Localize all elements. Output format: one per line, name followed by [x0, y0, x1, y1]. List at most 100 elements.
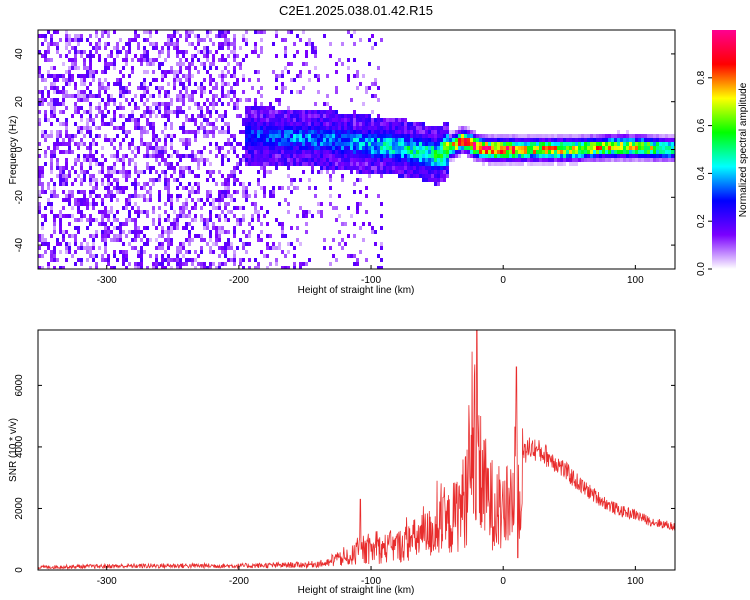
heatmap-cell-787: [122, 222, 125, 226]
heatmap-cell-2102: [272, 134, 275, 138]
heatmap-cell-2645: [347, 122, 350, 126]
heatmap-cell-2318: [299, 134, 302, 138]
heatmap-cell-1722: [227, 42, 230, 46]
heatmap-cell-2649: [347, 138, 350, 142]
heatmap-cell-2540: [329, 262, 332, 266]
heatmap-cell-574: [101, 30, 104, 34]
heatmap-cell-1374: [188, 62, 191, 66]
heatmap-cell-1952: [254, 142, 257, 146]
heatmap-cell-1541: [206, 170, 209, 174]
heatmap-cell-1124: [161, 230, 164, 234]
heatmap-cell-2916: [386, 146, 389, 150]
heatmap-cell-1830: [239, 162, 242, 166]
heatmap-cell-2070: [266, 266, 269, 269]
heatmap-cell-2772: [365, 118, 368, 122]
heatmap-cell-494: [89, 218, 92, 222]
heatmap-cell-291: [68, 202, 71, 206]
heatmap-cell-2788: [365, 210, 368, 214]
heatmap-cell-372: [77, 226, 80, 230]
heatmap-cell-1483: [200, 106, 203, 110]
heatmap-cell-3226: [455, 130, 458, 134]
heatmap-cell-1213: [170, 146, 173, 150]
heatmap-cell-1183: [167, 178, 170, 182]
heatmap-cell-176: [56, 146, 59, 150]
heatmap-cell-185: [56, 258, 59, 262]
heatmap-cell-2889: [380, 214, 383, 218]
heatmap-cell-3223: [452, 150, 455, 154]
heatmap-cell-3661: [626, 146, 629, 150]
heatmap-cell-579: [101, 98, 104, 102]
heatmap-cell-3007: [404, 166, 407, 170]
heatmap-cell-2763: [362, 158, 365, 162]
heatmap-cell-3434: [536, 134, 539, 138]
heatmap-cell-1641: [218, 170, 221, 174]
heatmap-cell-337: [74, 170, 77, 174]
heatmap-cell-1004: [146, 266, 149, 269]
heatmap-cell-3459: [545, 138, 548, 142]
heatmap-cell-2321: [299, 146, 302, 150]
heatmap-cell-2581: [335, 258, 338, 262]
heatmap-cell-3451: [542, 138, 545, 142]
heatmap-cell-2432: [314, 146, 317, 150]
heatmap-cell-814: [125, 222, 128, 226]
heatmap-cell-3157: [437, 146, 440, 150]
heatmap-cell-3168: [440, 130, 443, 134]
heatmap-cell-2805: [368, 162, 371, 166]
heatmap-cell-1973: [257, 118, 260, 122]
heatmap-cell-1385: [188, 138, 191, 142]
heatmap-cell-3551: [581, 134, 584, 138]
heatmap-cell-511: [92, 154, 95, 158]
heatmap-cell-3090: [422, 162, 425, 166]
heatmap-cell-1193: [167, 234, 170, 238]
heatmap-cell-252: [65, 130, 68, 134]
heatmap-cell-3036: [410, 170, 413, 174]
heatmap-cell-3011: [407, 126, 410, 130]
heatmap-cell-3389: [518, 142, 521, 146]
heatmap-cell-3679: [635, 134, 638, 138]
heatmap-cell-3330: [494, 162, 497, 166]
heatmap-cell-1774: [233, 54, 236, 58]
heatmap-cell-2660: [350, 34, 353, 38]
heatmap-cell-2537: [329, 194, 332, 198]
heatmap-cell-3442: [539, 134, 542, 138]
heatmap-cell-1062: [155, 106, 158, 110]
heatmap-cell-1394: [188, 214, 191, 218]
heatmap-cell-1417: [191, 170, 194, 174]
heatmap-cell-2270: [293, 126, 296, 130]
heatmap-cell-41: [41, 174, 44, 178]
heatmap-cell-881: [134, 182, 137, 186]
heatmap-cell-2930: [389, 146, 392, 150]
heatmap-cell-1680: [221, 182, 224, 186]
heatmap-cell-1441: [194, 174, 197, 178]
heatmap-cell-77: [47, 30, 50, 34]
heatmap-cell-2058: [266, 146, 269, 150]
heatmap-cell-1935: [251, 226, 254, 230]
heatmap-cell-1462: [197, 126, 200, 130]
heatmap-cell-2016: [260, 162, 263, 166]
heatmap-cell-539: [95, 150, 98, 154]
heatmap-cell-3602: [602, 142, 605, 146]
heatmap-cell-2548: [332, 138, 335, 142]
heatmap-cell-3048: [413, 162, 416, 166]
heatmap-cell-2431: [314, 142, 317, 146]
heatmap-cell-342: [74, 226, 77, 230]
heatmap-cell-1397: [188, 234, 191, 238]
heatmap-cell-1764: [230, 198, 233, 202]
heatmap-cell-3050: [413, 170, 416, 174]
heatmap-cell-1615: [215, 118, 218, 122]
heatmap-cell-3447: [539, 154, 542, 158]
heatmap-cell-1746: [227, 218, 230, 222]
heatmap-cell-2514: [326, 166, 329, 170]
heatmap-cell-187: [59, 54, 62, 58]
heatmap-cell-3761: [668, 154, 671, 158]
heatmap-cell-735: [116, 210, 119, 214]
heatmap-cell-104: [50, 82, 53, 86]
heatmap-cell-850: [131, 98, 134, 102]
heatmap-cell-3510: [563, 154, 566, 158]
heatmap-cell-2160: [278, 222, 281, 226]
heatmap-cell-309: [71, 150, 74, 154]
heatmap-cell-2445: [317, 122, 320, 126]
heatmap-cell-2250: [290, 134, 293, 138]
heatmap-cell-3163: [437, 170, 440, 174]
heatmap-cell-26: [38, 254, 41, 258]
